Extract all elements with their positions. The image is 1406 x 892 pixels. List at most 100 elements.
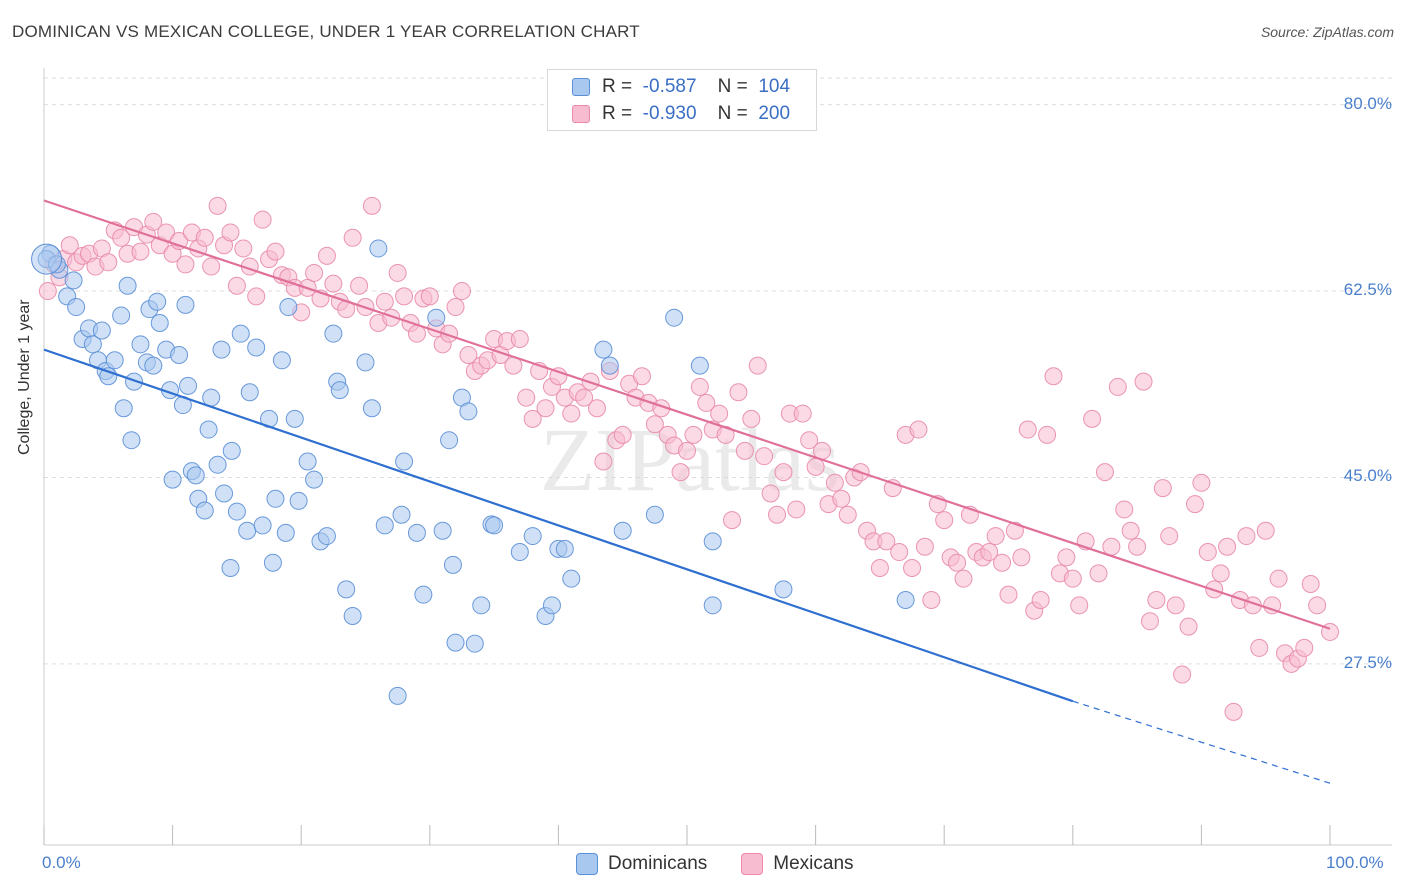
- mexican-point-151: [1005, 521, 1024, 540]
- mexican-point-125: [838, 505, 857, 524]
- mexican-point-175: [1160, 527, 1179, 546]
- dominican-point-92: [594, 340, 613, 359]
- dominican-point-60: [324, 324, 343, 343]
- mexicans-legend-swatch: [741, 853, 764, 875]
- mexican-point-12: [112, 228, 131, 247]
- legend-r-label: R =: [602, 103, 633, 124]
- mexican-point-82: [562, 404, 581, 423]
- dominican-point-36: [202, 388, 221, 407]
- mexican-point-17: [144, 212, 163, 231]
- watermark: ZIPatlas: [540, 411, 840, 510]
- y-tick-label-0: 27.5%: [1343, 652, 1392, 672]
- dominican-point-78: [446, 633, 465, 652]
- mexican-point-119: [800, 431, 819, 450]
- dominican-point-56: [298, 452, 317, 471]
- mexican-point-0: [38, 282, 57, 301]
- dominican-point-52: [276, 523, 295, 542]
- mexican-point-170: [1128, 537, 1147, 556]
- mexican-point-166: [1102, 537, 1121, 556]
- y-axis-label: College, Under 1 year: [16, 299, 33, 455]
- mexican-point-29: [221, 223, 240, 242]
- mexican-point-80: [549, 367, 568, 386]
- dominican-point-97: [690, 356, 709, 375]
- dominican-point-96: [665, 308, 684, 327]
- mexican-point-173: [1147, 590, 1166, 609]
- dominican-point-71: [395, 452, 414, 471]
- dominican-point-94: [613, 521, 632, 540]
- legend-label-dominicans: Dominicans: [608, 853, 708, 874]
- legend-item-mexicans[interactable]: Mexicans: [741, 853, 854, 875]
- dominican-point-62: [330, 381, 349, 400]
- mexican-point-159: [1057, 548, 1076, 567]
- mexican-point-99: [671, 463, 690, 482]
- dominican-point-37: [208, 455, 227, 474]
- mexican-point-53: [375, 292, 394, 311]
- dominican-point-3: [64, 271, 83, 290]
- mexican-point-120: [806, 457, 825, 476]
- mexican-point-157: [1044, 367, 1063, 386]
- dominican-point-40: [221, 559, 240, 578]
- dominicans-legend-swatch: [576, 853, 598, 875]
- dominican-point-44: [238, 521, 257, 540]
- mexican-point-114: [768, 505, 787, 524]
- dominican-point-64: [343, 606, 362, 625]
- dominican-point-17: [125, 372, 144, 391]
- mexican-point-102: [690, 377, 709, 396]
- dominican-point-41: [222, 441, 241, 460]
- mexican-point-93: [632, 367, 651, 386]
- legend-label-mexicans: Mexicans: [773, 853, 854, 874]
- mexican-point-107: [723, 511, 742, 530]
- mexican-point-149: [993, 553, 1012, 572]
- mexican-point-109: [735, 441, 754, 460]
- mexican-point-26: [202, 257, 221, 276]
- mexican-point-180: [1192, 473, 1211, 492]
- mexican-point-189: [1250, 638, 1269, 657]
- dominican-point-57: [305, 470, 324, 489]
- mexican-point-51: [362, 196, 381, 215]
- dominican-point-72: [407, 523, 426, 542]
- dominican-point-42: [227, 502, 246, 521]
- dominican-point-45: [240, 383, 259, 402]
- mexican-point-137: [915, 537, 934, 556]
- dominicans-trendline-extension: [1072, 700, 1331, 784]
- mexican-point-108: [729, 383, 748, 402]
- mexican-point-197: [1301, 575, 1320, 594]
- trend-layer: [43, 199, 1331, 784]
- mexican-point-135: [903, 559, 922, 578]
- legend-item-dominicans[interactable]: Dominicans: [576, 853, 707, 875]
- mexican-point-90: [613, 425, 632, 444]
- mexican-point-165: [1095, 463, 1114, 482]
- mexican-point-143: [954, 569, 973, 588]
- dominican-point-39: [215, 484, 234, 503]
- dominican-point-69: [388, 686, 407, 705]
- dominican-point-51: [272, 351, 291, 370]
- mexican-point-64: [446, 298, 465, 317]
- dominican-point-38: [212, 340, 231, 359]
- mexican-point-110: [742, 409, 761, 428]
- dominican-point-27: [170, 345, 189, 364]
- mexican-point-10: [99, 253, 118, 272]
- mexican-point-76: [523, 409, 542, 428]
- mexican-point-185: [1224, 702, 1243, 721]
- mexican-point-105: [710, 404, 729, 423]
- dominican-point-85: [510, 543, 529, 562]
- grid-layer: [44, 77, 1392, 665]
- dominican-point-46: [247, 338, 266, 357]
- dominican-point-14: [118, 276, 137, 295]
- mexican-point-130: [870, 559, 889, 578]
- mexican-point-155: [1031, 590, 1050, 609]
- mexican-point-42: [305, 263, 324, 282]
- mexican-point-142: [948, 553, 967, 572]
- mexican-point-22: [176, 255, 195, 274]
- dominican-point-75: [433, 521, 452, 540]
- mexican-point-160: [1063, 569, 1082, 588]
- mexican-point-55: [388, 263, 407, 282]
- dominican-point-81: [465, 634, 484, 653]
- mexican-point-87: [594, 452, 613, 471]
- series-legend: Dominicans Mexicans: [576, 853, 888, 875]
- mexican-point-168: [1115, 500, 1134, 519]
- legend-n-value-mexicans: 200: [758, 103, 791, 124]
- dominican-point-74: [427, 308, 446, 327]
- dominican-point-55: [289, 491, 308, 510]
